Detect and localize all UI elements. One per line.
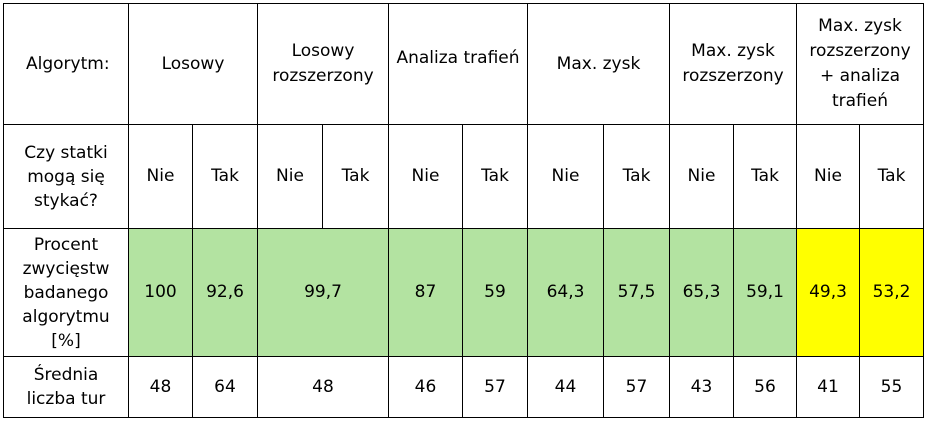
turns-value-cell: 64: [192, 356, 258, 418]
average-turns-row-label: Średnia liczba tur: [3, 356, 129, 418]
win-percent-cell: 92,6: [192, 228, 258, 357]
algorithm-header-random-extended: Losowy rozszerzony: [257, 3, 389, 125]
win-percent-cell: 59,1: [733, 228, 797, 357]
touch-value-cell: Tak: [462, 124, 528, 229]
win-percent-cell: 100: [128, 228, 193, 357]
algorithm-header-row: Algorytm: Losowy Losowy rozszerzony Anal…: [3, 3, 924, 125]
ships-touch-row: Czy statki mogą się stykać? Nie Tak Nie …: [3, 124, 924, 229]
algorithm-header-max-gain: Max. zysk: [527, 3, 670, 125]
touch-value-cell: Nie: [527, 124, 604, 229]
win-percent-cell: 64,3: [527, 228, 604, 357]
win-percent-cell: 65,3: [669, 228, 734, 357]
win-percent-cell: 87: [388, 228, 463, 357]
algorithm-row-label: Algorytm:: [3, 3, 129, 125]
turns-value-cell: 44: [527, 356, 604, 418]
turns-value-cell-merged: 48: [257, 356, 389, 418]
touch-value-cell: Tak: [603, 124, 670, 229]
turns-value-cell: 57: [603, 356, 670, 418]
touch-value-cell: Tak: [733, 124, 797, 229]
touch-value-cell: Nie: [669, 124, 734, 229]
results-table: Algorytm: Losowy Losowy rozszerzony Anal…: [3, 3, 924, 418]
touch-value-cell: Nie: [796, 124, 860, 229]
win-percent-row: Procent zwycięstw badanego algorytmu [%]…: [3, 228, 924, 357]
win-percent-cell: 59: [462, 228, 528, 357]
turns-value-cell: 57: [462, 356, 528, 418]
turns-value-cell: 46: [388, 356, 463, 418]
average-turns-row: Średnia liczba tur 48 64 48 46 57 44 57 …: [3, 356, 924, 418]
touch-value-cell: Nie: [257, 124, 323, 229]
turns-value-cell: 48: [128, 356, 193, 418]
turns-value-cell: 56: [733, 356, 797, 418]
touch-value-cell: Tak: [192, 124, 258, 229]
algorithm-header-max-gain-extended-hit-analysis: Max. zysk rozszerzony + analiza trafień: [796, 3, 924, 125]
turns-value-cell: 43: [669, 356, 734, 418]
algorithm-header-max-gain-extended: Max. zysk rozszerzony: [669, 3, 797, 125]
algorithm-header-hit-analysis: Analiza trafień: [388, 3, 528, 125]
win-percent-row-label: Procent zwycięstw badanego algorytmu [%]: [3, 228, 129, 357]
touch-value-cell: Nie: [388, 124, 463, 229]
win-percent-cell-highlight: 53,2: [859, 228, 924, 357]
win-percent-cell-merged: 99,7: [257, 228, 389, 357]
turns-value-cell: 55: [859, 356, 924, 418]
ships-touch-row-label: Czy statki mogą się stykać?: [3, 124, 129, 229]
win-percent-cell-highlight: 49,3: [796, 228, 860, 357]
algorithm-header-random: Losowy: [128, 3, 258, 125]
win-percent-cell: 57,5: [603, 228, 670, 357]
touch-value-cell: Tak: [859, 124, 924, 229]
turns-value-cell: 41: [796, 356, 860, 418]
touch-value-cell: Nie: [128, 124, 193, 229]
touch-value-cell: Tak: [322, 124, 389, 229]
